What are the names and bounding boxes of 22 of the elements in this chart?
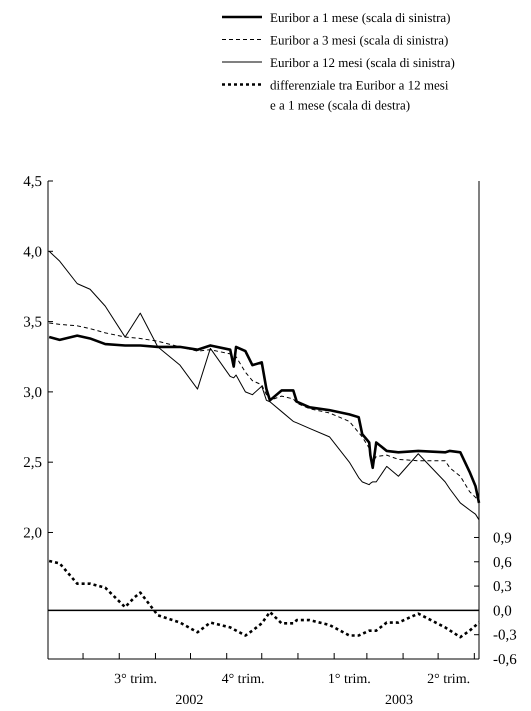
y2-tick-label: -0,3 (493, 628, 517, 644)
y-tick-label: 2,5 (23, 455, 42, 472)
y-tick-label: 2,0 (23, 525, 42, 542)
y-tick-label: 4,5 (23, 174, 42, 190)
legend-label: Euribor a 1 mese (scala di sinistra) (270, 10, 450, 25)
legend-label: Euribor a 12 mesi (scala di sinistra) (270, 55, 455, 70)
y-tick-label: 3,5 (23, 314, 42, 331)
x-tick-label: 3° trim. (114, 672, 158, 687)
y-tick-label: 4,0 (23, 244, 42, 260)
text: 2003 (384, 693, 413, 708)
y2-tick-label: 0,9 (493, 530, 512, 546)
legend-label: differenziale tra Euribor a 12 mesi e a 1 mese (scala di destra) (270, 78, 449, 112)
x-tick-label: 1° trim. (328, 672, 371, 687)
y2-tick-label: 0,6 (493, 554, 512, 571)
y-tick-label: 3,0 (23, 384, 42, 401)
text: 2002 (175, 693, 204, 708)
y2-tick-label: 0,3 (493, 579, 512, 596)
y2-tick-label: 0,0 (493, 603, 512, 620)
x-tick-label: 2° trim. (427, 672, 470, 687)
y2-tick-label: -0,6 (493, 652, 518, 668)
legend-label: Euribor a 3 mesi (scala di sinistra) (270, 32, 448, 48)
x-tick-label: 4° trim. (222, 672, 265, 687)
